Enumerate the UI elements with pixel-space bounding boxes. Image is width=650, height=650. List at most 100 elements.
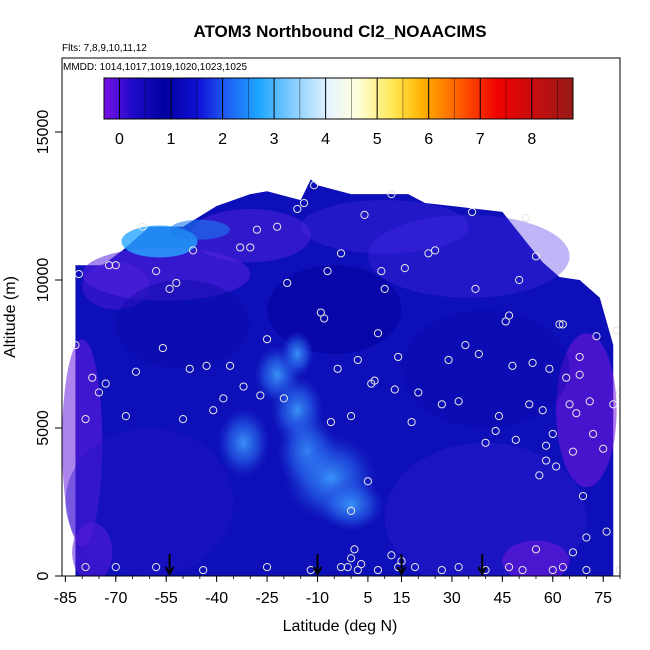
observation-point: [481, 438, 490, 447]
observation-point: [121, 412, 130, 421]
observation-point: [158, 343, 167, 353]
colorbar-bar: [103, 77, 574, 120]
observation-point: [138, 222, 147, 231]
observation-point: [431, 246, 440, 255]
field-patch-4: [300, 200, 469, 254]
observation-point: [424, 249, 433, 258]
x-tick-label: 15: [393, 590, 411, 607]
observation-point: [558, 563, 567, 572]
field-patch-5: [367, 214, 570, 298]
observation-point: [521, 213, 530, 222]
observation-point: [444, 355, 453, 365]
field-patch-10: [72, 522, 113, 576]
observation-point: [504, 563, 514, 572]
observation-point: [511, 435, 520, 444]
observation-point: [239, 382, 248, 391]
observation-point: [410, 563, 420, 572]
observation-point: [531, 252, 541, 261]
observation-point: [592, 332, 601, 341]
colorbar-tick-label: 7: [476, 131, 485, 148]
observation-point: [572, 409, 581, 418]
flight-arrow: [396, 554, 407, 577]
observation-point: [467, 207, 477, 217]
observation-point: [518, 565, 527, 575]
observation-point: [373, 329, 383, 338]
observation-point: [461, 341, 470, 350]
observation-point: [225, 361, 235, 370]
chart-subtitle-dates: MMDD: 1014,1017,1019,1020,1023,1025: [63, 62, 247, 73]
y-tick-label: 15000: [35, 110, 52, 155]
observation-point: [246, 243, 255, 252]
observation-point: [400, 264, 409, 273]
observation-point: [74, 269, 83, 279]
observation-point: [336, 563, 346, 572]
observation-point: [363, 477, 372, 486]
colorbar-tick-label: 1: [167, 131, 176, 148]
plot-frame: [61, 57, 621, 577]
colorbar: 0 1 2 3 4 5 6 7 8: [103, 77, 574, 148]
observation-point: [377, 267, 386, 276]
observation-point: [94, 388, 104, 397]
observation-point: [615, 565, 620, 575]
observation-point: [360, 210, 369, 219]
chart-subtitle-flights: Flts: 7,8,9,10,11,12: [62, 43, 147, 54]
observation-point: [568, 447, 578, 456]
observation-point: [555, 320, 564, 329]
x-tick-label: -85: [54, 590, 77, 607]
observation-point: [326, 417, 336, 427]
y-tick-label: 10000: [35, 258, 52, 303]
observation-point: [528, 358, 537, 367]
observation-point: [81, 415, 90, 424]
observation-point: [333, 364, 342, 373]
colorbar-tick-label: 8: [527, 131, 536, 148]
x-tick-label: -55: [155, 590, 178, 607]
observation-point: [262, 335, 272, 344]
observation-point: [279, 394, 288, 403]
observation-point: [407, 417, 416, 427]
observation-point: [373, 565, 383, 575]
observation-point: [387, 551, 396, 560]
x-tick-label: 30: [443, 590, 461, 607]
heatmap-field: [62, 179, 617, 576]
observation-point: [437, 565, 446, 575]
observation-point: [81, 563, 90, 572]
observation-point: [515, 275, 524, 285]
observation-point: [219, 394, 228, 403]
observation-point: [437, 400, 446, 409]
observation-point: [548, 429, 557, 439]
observation-point: [111, 563, 120, 572]
observation-point: [602, 527, 611, 536]
colorbar-tick-label: 4: [321, 131, 330, 148]
observation-point: [612, 326, 620, 335]
observation-point: [262, 563, 272, 572]
observation-point: [471, 284, 480, 293]
observation-point: [256, 391, 265, 400]
observation-point: [310, 181, 319, 190]
observation-point: [209, 406, 218, 415]
observation-point: [454, 397, 463, 406]
observation-point: [172, 278, 181, 288]
observation-point: [236, 243, 245, 252]
observation-point: [88, 373, 97, 382]
flight-arrows: [164, 554, 488, 577]
observation-point: [111, 261, 120, 270]
observation-point: [535, 471, 544, 480]
field-patch-0: [62, 339, 103, 547]
observation-point: [71, 341, 80, 350]
observation-point: [609, 400, 618, 409]
observation-point: [320, 314, 329, 323]
observation-point: [558, 320, 567, 329]
plume-patch-6: [280, 330, 315, 378]
field-patch-13: [401, 309, 570, 428]
observation-point: [131, 367, 141, 376]
observation-point: [491, 426, 500, 436]
chart-title: ATOM3 Northbound Cl2_NOAACIMS: [193, 22, 486, 41]
observation-point: [494, 412, 504, 421]
flight-arrow: [164, 554, 175, 577]
colorbar-tick-label: 5: [373, 131, 382, 148]
flight-arrow: [312, 554, 323, 577]
observation-point: [178, 415, 188, 424]
x-tick-label: 5: [363, 590, 372, 607]
colorbar-tick-label: 0: [115, 131, 124, 148]
observation-point: [353, 355, 362, 365]
